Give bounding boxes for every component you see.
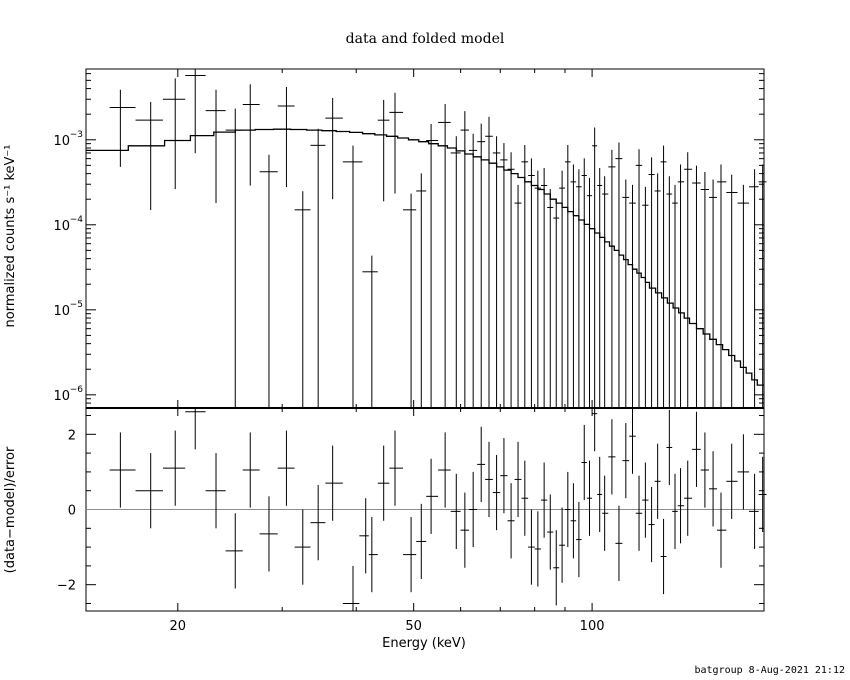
x-axis-label: Energy (keV) [382,636,466,651]
top-panel: 10−610−510−410−3 [53,68,767,409]
x-tick-label: 100 [580,619,605,634]
x-tick-label: 20 [170,619,187,634]
y-tick-label: 10 [53,304,70,319]
top-plot-frame [85,68,765,409]
footer-stamp: batgroup 8-Aug-2021 21:12 [694,665,845,676]
chart-title: data and folded model [346,31,505,47]
y-tick-exponent: −6 [70,385,84,395]
model-curve [86,128,764,386]
y-tick-label: 0 [68,504,76,519]
residual-panel: 20 50 100 −2 0 2 [57,69,767,634]
top-y-axis-label: normalized counts s⁻¹ keV⁻¹ [3,145,18,328]
y-tick-label: 10 [53,389,70,404]
y-tick-label: 2 [68,428,76,443]
x-tick-label: 50 [405,619,422,634]
y-tick-label: 10 [53,134,70,149]
y-tick-exponent: −3 [70,130,83,140]
y-tick-exponent: −4 [70,215,84,225]
y-tick-exponent: −5 [70,300,83,310]
bottom-y-axis-label: (data−model)/error [3,446,18,573]
y-tick-label: 10 [53,219,70,234]
y-tick-label: −2 [57,579,76,594]
